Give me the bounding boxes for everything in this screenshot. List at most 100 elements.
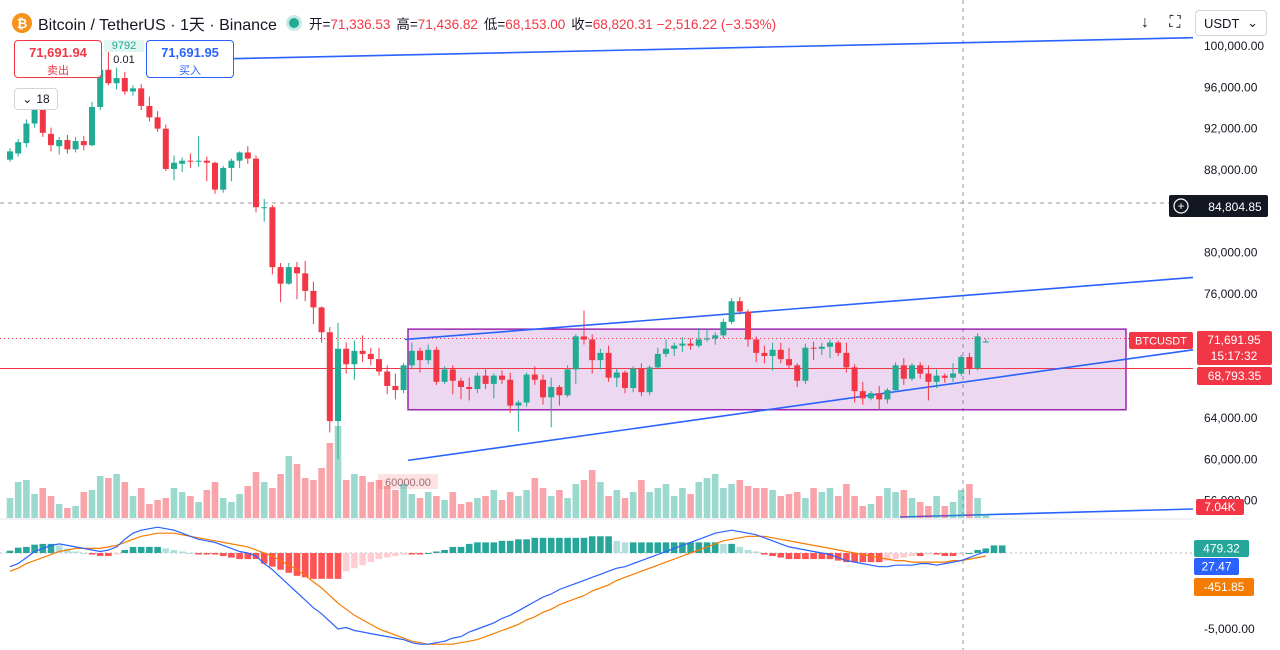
candle-body: [121, 78, 128, 92]
candle-body: [64, 140, 71, 150]
macd-histogram-bar: [55, 545, 63, 553]
macd-line-value-bg: [1194, 558, 1239, 575]
volume-bar: [957, 490, 965, 518]
candle-body: [786, 359, 792, 366]
volume-bar: [392, 490, 399, 518]
candle-body: [613, 372, 620, 378]
indicators-toggle[interactable]: ⌄ 18: [14, 88, 58, 110]
macd-histogram-bar: [998, 545, 1006, 553]
macd-histogram-bar: [31, 544, 38, 553]
spread-value: 9792: [104, 40, 144, 52]
buy-button[interactable]: 71,691.95 买入: [146, 40, 234, 78]
price-tick-label: 100,000.00: [1204, 39, 1264, 53]
macd-histogram-bar: [408, 553, 416, 555]
volume-bar: [613, 490, 621, 518]
volume-bar: [531, 478, 539, 518]
macd-histogram-bar: [711, 542, 719, 553]
macd-histogram-bar: [736, 546, 744, 553]
macd-histogram-bar: [843, 553, 850, 563]
volume-bar: [810, 488, 817, 518]
macd-histogram-bar: [400, 553, 407, 555]
candle-body: [523, 374, 530, 403]
candle-body: [761, 352, 768, 356]
volume-bar: [720, 488, 727, 518]
macd-histogram-bar: [703, 542, 711, 553]
volume-bar: [244, 486, 252, 518]
macd-histogram-bar: [613, 540, 621, 553]
candle-body: [950, 373, 956, 378]
macd-histogram-value-bg: [1194, 540, 1249, 557]
macd-histogram-bar: [6, 550, 14, 553]
volume-bar: [72, 506, 79, 518]
macd-histogram-bar: [96, 553, 104, 557]
macd-histogram-bar: [900, 553, 908, 558]
candle-body: [695, 339, 702, 346]
macd-histogram-value: 479.32: [1203, 542, 1240, 556]
volume-bar: [424, 492, 432, 518]
candle-body: [351, 350, 358, 365]
macd-histogram-bar: [802, 553, 809, 560]
macd-histogram-bar: [974, 549, 981, 553]
candle-body: [679, 343, 686, 346]
symbol-title[interactable]: Bitcoin / TetherUS · 1天 · Binance: [38, 17, 277, 34]
candle-body: [572, 336, 579, 370]
volume-bar: [162, 498, 170, 518]
macd-histogram-bar: [433, 551, 440, 553]
candle-body: [769, 349, 776, 356]
volume-bar: [326, 443, 334, 518]
candle-body: [671, 345, 678, 349]
volume-bar: [646, 492, 653, 518]
symbol-header: ₿ Bitcoin / TetherUS · 1天 · Binance 开=71…: [0, 8, 782, 38]
drawing-layer: 60000.00: [0, 36, 1194, 518]
volume-bar: [490, 490, 498, 518]
candle-body: [638, 368, 645, 393]
ohlc-low: 低=68,153.00: [483, 17, 566, 32]
macd-histogram-bar: [14, 547, 22, 553]
box-label-bg: [378, 474, 438, 489]
candle-body: [195, 160, 202, 162]
macd-histogram-bar: [474, 542, 481, 553]
volume-bar: [539, 488, 547, 518]
macd-histogram-bar: [465, 543, 473, 553]
ohlc-high: 高=71,436.82: [396, 17, 478, 32]
volume-bar: [285, 456, 293, 518]
candle-body: [269, 207, 276, 268]
volume-bar: [64, 508, 71, 518]
symbol-tag-bg: [1129, 332, 1193, 349]
plus-icon: [1173, 198, 1189, 214]
download-icon[interactable]: ↓: [1141, 14, 1149, 31]
macd-histogram-bar: [785, 553, 793, 560]
volume-bar: [482, 496, 489, 518]
candle-body: [884, 390, 891, 400]
macd-histogram-bar: [203, 553, 211, 555]
volume-bar: [966, 484, 973, 518]
sell-button[interactable]: 71,691.94 卖出: [14, 40, 102, 78]
macd-histogram-bar: [884, 553, 891, 561]
candle-body: [958, 357, 965, 374]
candle-body: [818, 346, 825, 349]
volume-bar: [351, 474, 358, 518]
candle-body: [597, 352, 604, 361]
macd-histogram-bar: [597, 536, 604, 553]
candle-body: [712, 335, 719, 339]
candle-body: [499, 375, 505, 380]
candle-body: [187, 160, 194, 162]
macd-histogram-bar: [146, 546, 153, 553]
candle-body: [15, 142, 22, 154]
support-price: 68,793.35: [1208, 369, 1262, 383]
volume-bar: [146, 504, 153, 518]
currency-select[interactable]: USDT ⌄: [1195, 10, 1267, 36]
candle-body: [162, 128, 169, 169]
macd-line-value: 27.47: [1201, 560, 1231, 574]
volume-bar: [301, 478, 309, 518]
candle-body: [540, 379, 546, 398]
candle-body: [941, 375, 948, 378]
candle-body: [244, 152, 251, 159]
macd-histogram-bar: [310, 553, 317, 579]
macd-histogram-bar: [867, 553, 875, 563]
candle-body: [548, 387, 555, 398]
fullscreen-icon[interactable]: ⛶: [1169, 14, 1181, 31]
candle-body: [564, 369, 571, 396]
volume-bar: [834, 496, 842, 518]
